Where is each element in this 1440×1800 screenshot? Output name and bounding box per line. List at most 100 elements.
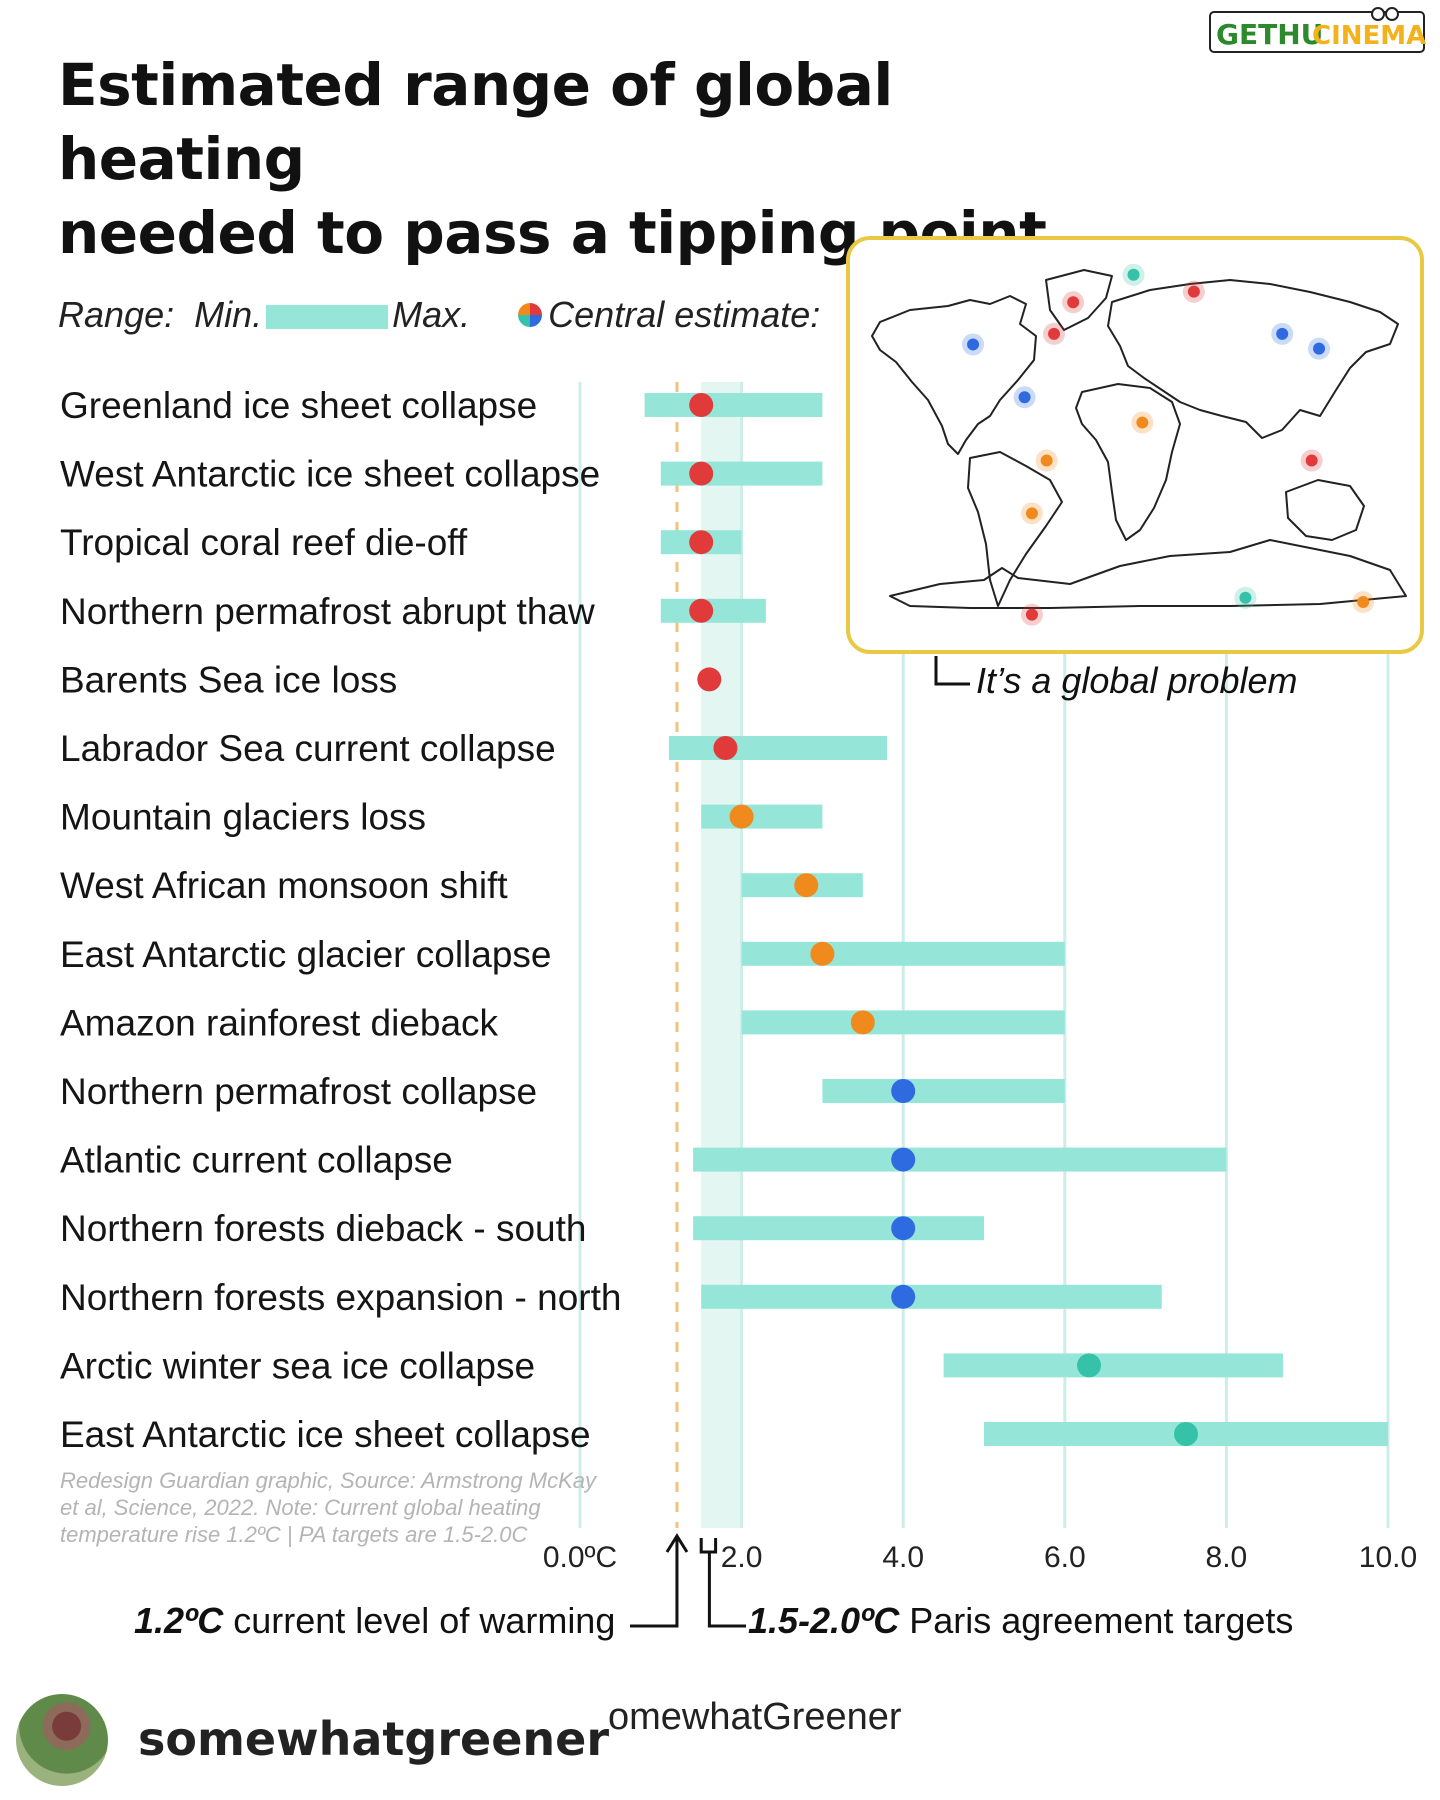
row-label: Mountain glaciers loss (60, 797, 426, 838)
world-map (871, 263, 1407, 626)
row-label: East Antarctic glacier collapse (60, 934, 552, 975)
map-dot (1127, 268, 1140, 281)
row-label: Northern permafrost collapse (60, 1071, 537, 1112)
row-label: Amazon rainforest dieback (60, 1002, 499, 1043)
chart-legend: Range: Min. Max. Central estimate: (58, 294, 820, 336)
row-label: Labrador Sea current collapse (60, 728, 556, 769)
range-bar (693, 1216, 984, 1241)
africa-outline (1075, 383, 1181, 541)
map-dots (962, 263, 1375, 626)
central-estimate-dot (729, 804, 754, 829)
x-tick-label: 10.0 (1359, 1541, 1417, 1574)
greenland-outline (1045, 269, 1113, 331)
range-bar (693, 1147, 1227, 1172)
paris-targets-value: 1.5-2.0ºC (748, 1600, 900, 1641)
central-estimate-dot (891, 1284, 916, 1309)
range-bar (660, 461, 823, 486)
row-label: Northern permafrost abrupt thaw (60, 591, 595, 632)
page-title: Estimated range of global heating needed… (58, 48, 1058, 270)
watermark-text-a: GETHU (1216, 18, 1323, 51)
row-label: East Antarctic ice sheet collapse (60, 1414, 591, 1455)
current-warming-connector (630, 1538, 679, 1628)
map-dot (1187, 285, 1200, 298)
map-dot (1067, 296, 1080, 309)
paris-connector (707, 1552, 746, 1628)
map-dot (1239, 591, 1252, 604)
range-bar (943, 1353, 1283, 1378)
row-label: Northern forests expansion - north (60, 1277, 621, 1318)
range-bar (741, 1010, 1065, 1035)
central-estimate-dot (1174, 1422, 1198, 1446)
map-dot (1136, 416, 1149, 429)
central-estimate-dot (891, 1079, 916, 1103)
central-estimate-dot (891, 1147, 916, 1172)
range-bar (822, 1079, 1065, 1103)
paris-targets-text: Paris agreement targets (899, 1600, 1294, 1641)
avatar[interactable] (16, 1694, 108, 1786)
central-estimate-dot (1077, 1353, 1102, 1378)
legend-range-swatch (266, 305, 389, 330)
row-label: Atlantic current collapse (60, 1140, 453, 1181)
map-dot (1276, 327, 1289, 340)
row-label: Northern forests dieback - south (60, 1208, 586, 1249)
range-bar (660, 598, 766, 623)
map-dot (1313, 342, 1326, 355)
row-label: West African monsoon shift (60, 865, 508, 906)
legend-range-label: Range: (58, 294, 175, 335)
central-estimate-dot (891, 1216, 916, 1241)
source-note: Redesign Guardian graphic, Source: Armst… (60, 1468, 596, 1547)
x-tick-label: 8.0 (1206, 1541, 1248, 1574)
watermark-text-b: CINEMA (1312, 21, 1426, 51)
current-warming-text: current level of warming (223, 1600, 616, 1641)
x-tick-label: 4.0 (882, 1541, 924, 1574)
title-line-1: Estimated range of global heating (58, 51, 893, 193)
central-estimate-dot (689, 598, 714, 623)
central-estimate-dot (810, 941, 835, 966)
current-warming-value: 1.2ºC (134, 1600, 224, 1641)
antarctica-outline (889, 539, 1407, 609)
map-dot (1305, 454, 1318, 467)
row-label: Arctic winter sea ice collapse (60, 1345, 535, 1386)
row-label: Greenland ice sheet collapse (60, 385, 537, 426)
range-chart: Greenland ice sheet collapse West Antarct… (60, 382, 1417, 1628)
central-estimate-icon (518, 303, 543, 328)
legend-min-label: Min. (194, 294, 263, 335)
eurasia-outline (1107, 279, 1399, 439)
map-caption: It’s a global problem (976, 660, 1298, 701)
map-dot (967, 338, 980, 351)
north-america-outline (871, 295, 1037, 455)
x-tick-label: 6.0 (1044, 1541, 1086, 1574)
range-bar (701, 804, 823, 829)
paris-targets-annotation: 1.5-2.0ºC Paris agreement targets (748, 1600, 1293, 1642)
x-tick-label: 2.0 (721, 1541, 763, 1574)
map-dot (1025, 608, 1038, 621)
australia-outline (1285, 479, 1365, 541)
username[interactable]: somewhatgreener (138, 1712, 610, 1766)
map-dot (1025, 507, 1038, 520)
central-estimate-dot (697, 667, 722, 692)
continent-outlines (871, 269, 1407, 609)
range-bar (701, 1284, 1162, 1309)
row-label: Barents Sea ice loss (60, 659, 397, 700)
current-warming-arrow (665, 1533, 689, 1553)
paris-bracket (699, 1538, 718, 1554)
central-estimate-dot (850, 1010, 875, 1035)
central-estimate-dot (794, 873, 819, 898)
central-estimate-dot (689, 530, 714, 555)
central-estimate-dot (689, 461, 714, 486)
range-bar (668, 736, 888, 760)
central-estimate-dot (713, 736, 738, 760)
legend-central-label: Central estimate: (548, 294, 821, 335)
x-tick-label: 0.0ºC (543, 1541, 617, 1574)
map-caption-bracket (934, 656, 970, 686)
brand-name: omewhatGreener (608, 1696, 902, 1738)
legend-max-label: Max. (392, 294, 471, 335)
range-bar (644, 393, 823, 417)
world-map-inset (846, 236, 1424, 654)
map-dot (1018, 391, 1031, 404)
range-bar (741, 941, 1065, 966)
watermark-logo: GETHU CINEMA (1209, 7, 1426, 53)
central-estimate-dot (689, 393, 714, 417)
map-dot (1040, 454, 1053, 467)
south-america-outline (967, 451, 1063, 607)
